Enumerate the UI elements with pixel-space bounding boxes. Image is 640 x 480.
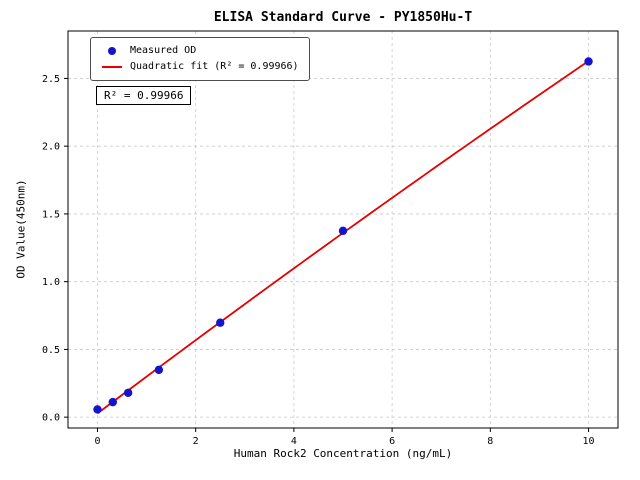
- x-tick-label: 6: [389, 436, 395, 447]
- legend: Measured OD Quadratic fit (R² = 0.99966): [90, 37, 310, 81]
- measured-od-marker-area: [99, 47, 125, 55]
- y-tick-label: 1.0: [42, 277, 60, 288]
- chart-title: ELISA Standard Curve - PY1850Hu-T: [213, 10, 473, 25]
- x-tick-label: 2: [193, 436, 199, 447]
- y-tick-label: 0.5: [42, 345, 60, 356]
- axes-frame: [67, 30, 619, 429]
- legend-label-fit: Quadratic fit (R² = 0.99966): [130, 61, 299, 72]
- x-tick-label: 10: [583, 436, 595, 447]
- legend-label-measured: Measured OD: [130, 45, 197, 56]
- fit-line-marker: [102, 66, 122, 68]
- data-point: [123, 388, 133, 397]
- y-tick-label: 1.5: [42, 209, 60, 220]
- x-axis-label: Human Rock2 Concentration (ng/mL): [233, 447, 453, 460]
- data-point: [338, 226, 348, 236]
- data-point: [216, 318, 225, 327]
- data-point: [154, 365, 164, 375]
- fit-line-marker-area: [99, 66, 125, 68]
- r-squared-annotation: R² = 0.99966: [96, 86, 192, 105]
- legend-item-fit: Quadratic fit (R² = 0.99966): [99, 59, 299, 75]
- y-axis-label: OD Value(450nm): [14, 179, 28, 279]
- x-tick-label: 4: [291, 436, 297, 447]
- y-tick-label: 0.0: [42, 413, 60, 424]
- fit-line: [96, 60, 590, 415]
- y-tick-label: 2.0: [42, 142, 60, 153]
- x-tick-label: 0: [94, 436, 100, 447]
- data-point: [93, 405, 102, 414]
- legend-item-measured: Measured OD: [99, 43, 299, 59]
- data-point: [584, 57, 593, 66]
- x-tick-label: 8: [487, 436, 493, 447]
- y-tick-label: 2.5: [42, 74, 60, 85]
- measured-od-marker: [108, 47, 116, 55]
- data-point: [108, 397, 118, 407]
